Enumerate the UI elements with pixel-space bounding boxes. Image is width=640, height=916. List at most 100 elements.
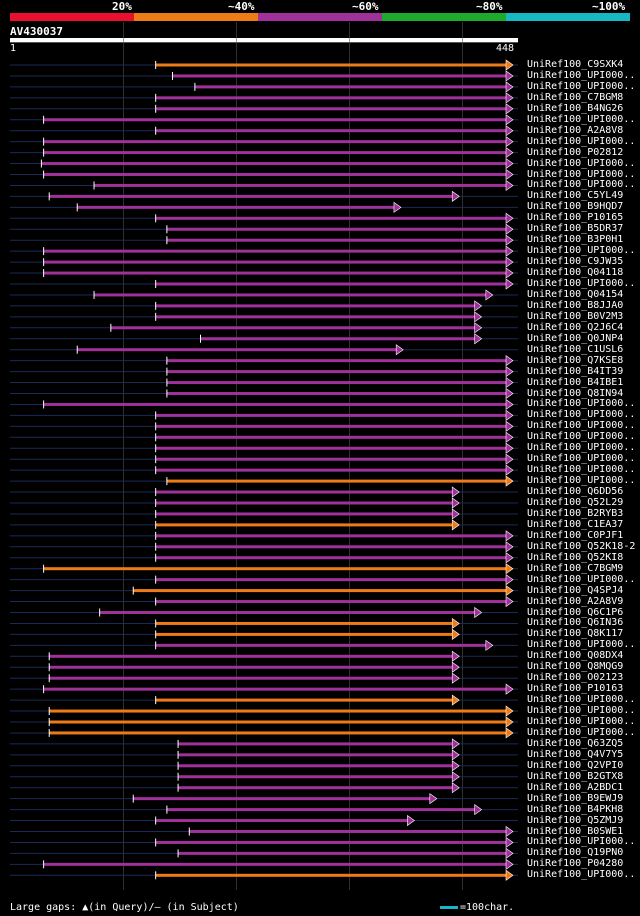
hit-label[interactable]: UniRef100_UPI000.. xyxy=(527,573,636,585)
hit-label[interactable]: UniRef100_Q6C1P6 xyxy=(527,606,624,618)
identity-bar-orange xyxy=(134,13,258,21)
hit-label[interactable]: UniRef100_Q8K117 xyxy=(527,628,624,640)
hit-label[interactable]: UniRef100_B0SWE1 xyxy=(527,825,624,837)
hit-label[interactable]: UniRef100_B4NG26 xyxy=(527,102,624,114)
hit-label[interactable]: UniRef100_A2A8V8 xyxy=(527,124,624,136)
hit-label[interactable]: UniRef100_UPI000.. xyxy=(527,726,636,738)
hit-arrow xyxy=(505,727,514,739)
hit-label[interactable]: UniRef100_Q0JNP4 xyxy=(527,332,624,344)
hit-segment xyxy=(43,151,507,155)
hit-label[interactable]: UniRef100_B4IT39 xyxy=(527,365,624,377)
hit-label[interactable]: UniRef100_Q5ZMJ9 xyxy=(527,814,624,826)
hit-label[interactable]: UniRef100_UPI000.. xyxy=(527,157,636,169)
hit-label[interactable]: UniRef100_B0V2M3 xyxy=(527,310,624,322)
hit-label[interactable]: UniRef100_UPI000.. xyxy=(527,431,636,443)
hit-label[interactable]: UniRef100_UPI000.. xyxy=(527,168,636,180)
hit-label[interactable]: UniRef100_B5DR37 xyxy=(527,223,624,235)
hit-label[interactable]: UniRef100_C5YL49 xyxy=(527,190,624,202)
hit-segment xyxy=(178,786,453,790)
hit-label[interactable]: UniRef100_UPI000.. xyxy=(527,135,636,147)
hit-label[interactable]: UniRef100_C9JW35 xyxy=(527,256,624,268)
hit-label[interactable]: UniRef100_UPI000.. xyxy=(527,245,636,257)
hit-label[interactable]: UniRef100_P04280 xyxy=(527,858,624,870)
hit-arrow xyxy=(505,376,514,389)
hit-arrow xyxy=(505,278,514,290)
hit-label[interactable]: UniRef100_UPI000.. xyxy=(527,409,636,421)
hit-label[interactable]: UniRef100_Q63ZQ5 xyxy=(527,737,624,749)
hit-label[interactable]: UniRef100_Q2J6C4 xyxy=(527,321,624,333)
hit-segment xyxy=(43,567,507,571)
hit-label[interactable]: UniRef100_UPI000.. xyxy=(527,80,636,92)
hit-label[interactable]: UniRef100_UPI000.. xyxy=(527,398,636,410)
hit-label[interactable]: UniRef100_Q52KI8 xyxy=(527,551,624,563)
hit-label[interactable]: UniRef100_Q19PN0 xyxy=(527,847,624,859)
hit-arrow xyxy=(505,683,514,695)
hit-label[interactable]: UniRef100_UPI000.. xyxy=(527,705,636,717)
hit-segment xyxy=(77,205,394,209)
hit-label[interactable]: UniRef100_Q04118 xyxy=(527,267,624,279)
hit-segment xyxy=(43,118,507,122)
hit-segment xyxy=(166,359,506,363)
hit-label[interactable]: UniRef100_UPI000.. xyxy=(527,694,636,706)
hit-label[interactable]: UniRef100_Q6DD56 xyxy=(527,486,624,498)
hit-arrow xyxy=(395,344,404,356)
hit-label[interactable]: UniRef100_UPI000.. xyxy=(527,836,636,848)
hit-label[interactable]: UniRef100_B9EWJ9 xyxy=(527,792,624,804)
hit-label[interactable]: UniRef100_Q8MQG9 xyxy=(527,661,624,673)
hit-label[interactable]: UniRef100_B3P0H1 xyxy=(527,234,624,246)
hit-label[interactable]: UniRef100_UPI000.. xyxy=(527,475,636,487)
hit-label[interactable]: UniRef100_UPI000.. xyxy=(527,113,636,125)
hit-label[interactable]: UniRef100_UPI000.. xyxy=(527,639,636,651)
hit-label[interactable]: UniRef100_UPI000.. xyxy=(527,420,636,432)
hit-arrow xyxy=(505,179,514,192)
identity-bar-red xyxy=(10,13,134,21)
hit-arrow xyxy=(505,530,514,542)
hit-label[interactable]: UniRef100_Q7KSE8 xyxy=(527,354,624,366)
hit-label[interactable]: UniRef100_UPI000.. xyxy=(527,869,636,881)
hit-label[interactable]: UniRef100_A2A8V9 xyxy=(527,595,624,607)
hit-label[interactable]: UniRef100_Q08DX4 xyxy=(527,650,624,662)
hit-label[interactable]: UniRef100_C1USL6 xyxy=(527,343,624,355)
hit-label[interactable]: UniRef100_Q04154 xyxy=(527,288,624,300)
hit-label[interactable]: UniRef100_O02123 xyxy=(527,672,624,684)
hit-label[interactable]: UniRef100_UPI000.. xyxy=(527,278,636,289)
hit-label[interactable]: UniRef100_B2RYB3 xyxy=(527,507,624,519)
hit-segment xyxy=(77,348,397,352)
hit-label[interactable]: UniRef100_A2BDC1 xyxy=(527,781,624,793)
hit-label[interactable]: UniRef100_B2GTX8 xyxy=(527,770,624,782)
hit-segment xyxy=(155,600,506,604)
hit-label[interactable]: UniRef100_Q52K18-2 xyxy=(527,540,636,552)
hit-label[interactable]: UniRef100_Q52L29 xyxy=(527,497,624,508)
hit-label[interactable]: UniRef100_UPI000.. xyxy=(527,69,636,81)
scale-label: =100char. xyxy=(460,902,515,913)
pct-label-100: ~100% xyxy=(592,0,626,13)
hit-label[interactable]: UniRef100_B9HQD7 xyxy=(527,201,624,213)
hit-label[interactable]: UniRef100_UPI000.. xyxy=(527,453,636,465)
hit-label[interactable]: UniRef100_C9SXK4 xyxy=(527,59,624,70)
hit-segment xyxy=(43,687,507,691)
gridline xyxy=(349,22,350,890)
hit-segment xyxy=(189,830,507,833)
hit-label[interactable]: UniRef100_Q4SPJ4 xyxy=(527,584,624,596)
hit-arrow xyxy=(451,190,460,202)
hit-label[interactable]: UniRef100_P10163 xyxy=(527,683,624,695)
hit-label[interactable]: UniRef100_C7BGM8 xyxy=(527,91,624,103)
hit-label[interactable]: UniRef100_UPI000.. xyxy=(527,179,636,191)
hit-label[interactable]: UniRef100_C0PJF1 xyxy=(527,529,624,541)
hit-label[interactable]: UniRef100_Q8IN94 xyxy=(527,387,624,399)
hit-label[interactable]: UniRef100_UPI000.. xyxy=(527,442,636,454)
hit-label[interactable]: UniRef100_B8JJA0 xyxy=(527,299,624,311)
hit-label[interactable]: UniRef100_B4PKH8 xyxy=(527,803,624,815)
hit-label[interactable]: UniRef100_B4IBE1 xyxy=(527,376,624,388)
hit-label[interactable]: UniRef100_Q2VPI0 xyxy=(527,759,624,771)
hit-label[interactable]: UniRef100_Q4V7Y5 xyxy=(527,748,624,760)
hit-label[interactable]: UniRef100_C1EA37 xyxy=(527,518,624,530)
hit-label[interactable]: UniRef100_P10165 xyxy=(527,212,624,224)
hit-label[interactable]: UniRef100_P02812 xyxy=(527,146,624,158)
hit-label[interactable]: UniRef100_Q6IN36 xyxy=(527,617,624,629)
hit-label[interactable]: UniRef100_UPI000.. xyxy=(527,716,636,727)
hit-label[interactable]: UniRef100_UPI000.. xyxy=(527,464,636,476)
hit-segment xyxy=(178,775,453,779)
hit-label[interactable]: UniRef100_C7BGM9 xyxy=(527,562,624,574)
hit-arrow xyxy=(505,585,514,597)
